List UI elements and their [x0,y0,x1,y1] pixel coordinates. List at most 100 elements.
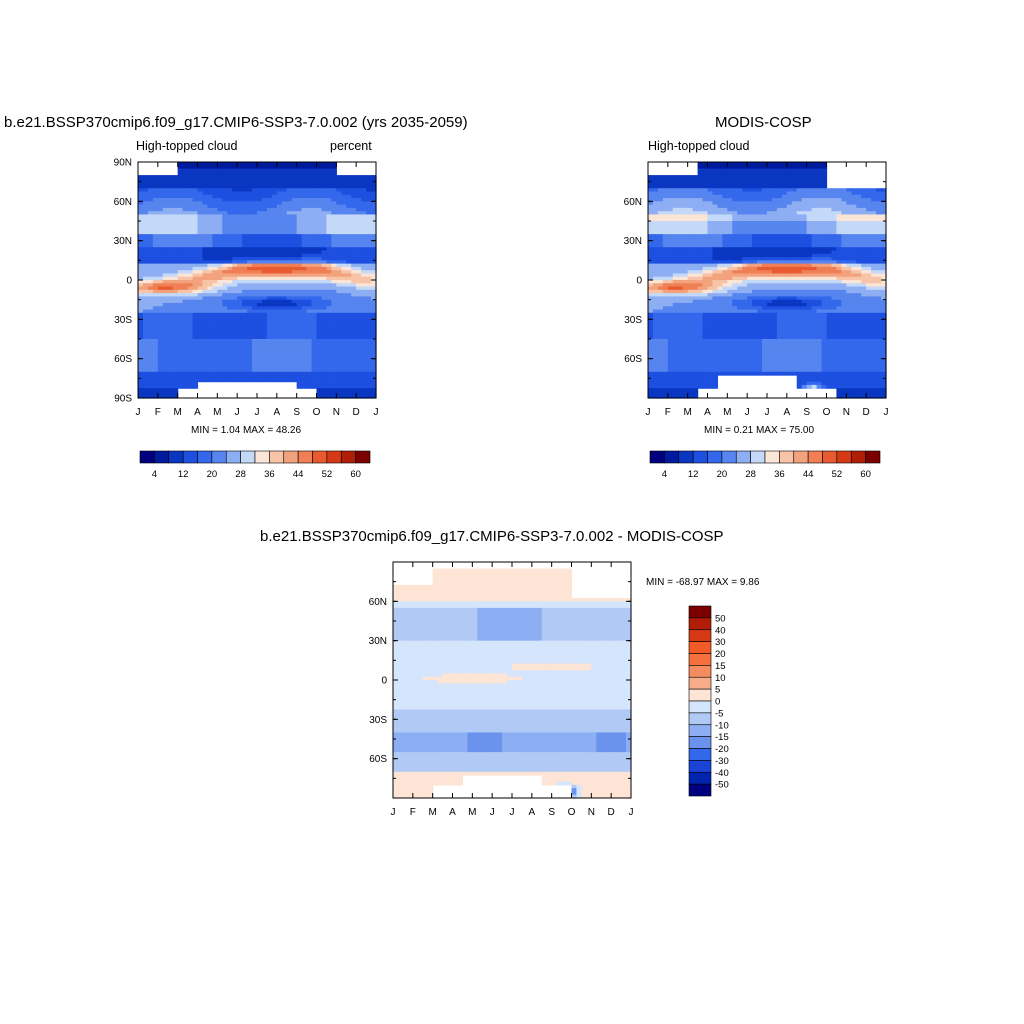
panel2-cell [737,234,743,238]
panel1-cell [162,188,169,193]
panel2-cell [657,335,664,340]
panel1-cell [301,175,308,179]
panel2-cell [702,168,709,173]
panel2-cell [742,368,748,373]
panel1-cell [257,207,263,212]
panel1-cell [252,243,258,248]
panel1-cell [331,332,337,337]
panel1-cell [311,319,318,324]
panel1-cell [142,332,149,337]
panel1-cell [187,309,194,314]
panel1-cell [336,345,342,350]
panel1-cell [242,204,248,209]
panel1-cell [336,224,342,229]
panel2-cell [752,165,758,170]
panel2-cell [747,358,753,363]
panel1-cell [157,299,164,304]
panel1-cell [331,312,337,317]
panel1-cell [286,302,293,307]
panel1-cell [172,191,179,196]
panel2-cell [732,227,738,232]
panel1-cell [142,240,149,245]
panel1-cell [227,237,233,242]
panel1-cell [261,221,268,225]
panel1-cell [147,339,154,343]
panel1-cell [147,325,154,330]
panel1-cell [172,188,179,193]
panel1-cell [222,365,228,370]
panel2-cell [657,329,664,334]
panel1-cell [222,191,228,196]
panel1-cell [341,175,347,179]
panel1-cell [202,361,209,366]
panel2-cell [672,178,679,183]
panel2-cell [692,342,699,347]
panel1-cell [311,243,318,248]
panel2-cell [682,217,689,222]
panel1-cell [266,299,273,304]
panel1-cell [276,280,283,284]
panel1-cell [147,283,154,288]
panel1-cell [281,266,288,271]
panel1-cell [301,162,308,166]
panel1-cell [147,286,154,291]
panel1-cell [187,188,194,193]
panel2-cell [717,289,723,294]
panel1-cell [192,319,199,324]
panel1-cell [147,280,154,284]
panel1-cell [212,342,218,347]
panel2-cell [752,184,758,189]
panel1-cell [321,273,328,278]
panel1-cell [306,312,313,317]
panel1-cell [227,224,233,229]
panel1-cell [346,306,352,311]
panel1-cell [138,270,144,275]
panel1-cell [346,201,352,206]
panel1-cell [291,276,298,281]
panel1-cell [142,335,149,340]
panel1-cell [291,329,298,334]
panel1-cell [371,204,377,209]
panel1-cell [152,207,159,212]
panel2-cell [672,306,679,311]
panel1-cell [252,198,258,202]
panel2-cell [687,230,694,235]
panel1-cell [331,388,337,393]
panel1-cell [162,322,169,327]
panel1-cell [167,345,174,350]
panel1-cell [331,266,337,271]
panel2-cell [762,234,768,238]
panel2-cell [757,230,763,235]
panel2-cell [687,394,694,399]
panel2-cell [732,207,738,212]
panel2-cell [757,201,763,206]
panel2-cell [737,348,743,353]
panel2-cell [677,378,684,383]
panel2-cell [667,289,674,294]
panel2-cell [757,165,763,170]
panel2-cell [682,240,689,245]
panel1-cell [242,214,248,219]
panel2-cell [747,181,753,186]
panel1-cell [138,368,144,373]
panel1-cell [162,237,169,242]
panel1-cell [182,270,189,275]
panel1-cell [217,171,223,176]
panel1-cell [187,247,194,252]
panel2-cell [747,316,753,320]
panel1-cell [227,332,233,337]
panel2-cell [682,391,689,396]
panel2-cell [702,162,709,166]
panel1-cell [142,253,149,258]
panel2-cell [762,302,768,307]
panel1-cell [142,207,149,212]
panel1-cell [232,361,238,366]
panel1-cell [276,181,283,186]
panel2-cell [702,204,709,209]
panel1-cell [237,234,243,238]
panel1-cell [321,312,328,317]
panel1-cell [242,165,248,170]
panel2-cell [672,394,679,399]
panel2-cell [672,352,679,356]
panel1-cell [366,211,372,216]
